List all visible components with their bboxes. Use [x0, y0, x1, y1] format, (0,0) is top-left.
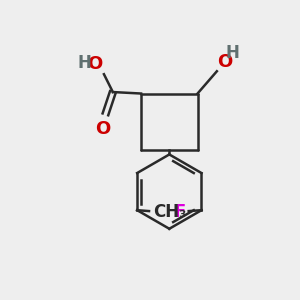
Text: O: O [95, 120, 111, 138]
Text: CH₃: CH₃ [154, 203, 187, 221]
Text: F: F [173, 203, 185, 221]
Text: O: O [87, 55, 102, 73]
Text: H: H [226, 44, 240, 62]
Text: H: H [78, 54, 92, 72]
Text: O: O [218, 52, 233, 70]
